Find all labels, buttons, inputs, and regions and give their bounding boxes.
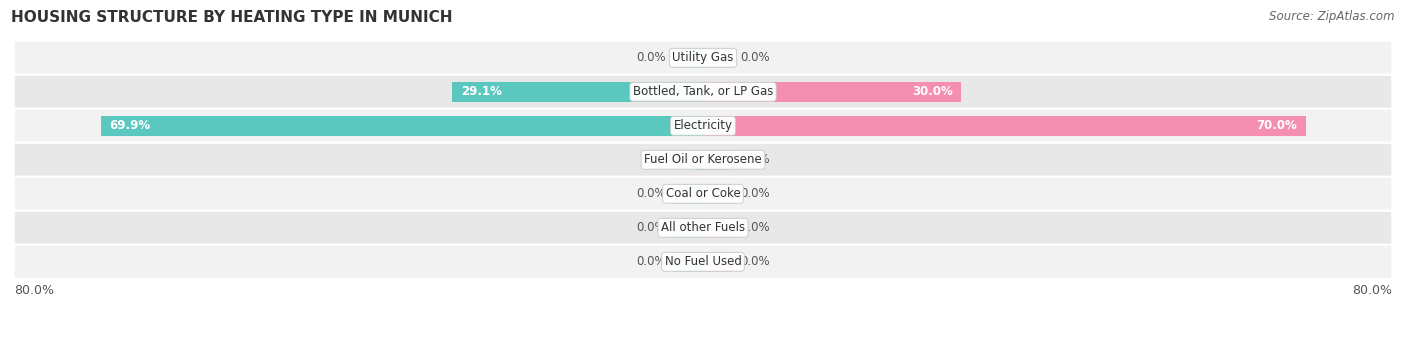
FancyBboxPatch shape [14,211,1392,245]
Text: 0.0%: 0.0% [637,51,666,64]
Bar [703,150,733,170]
Text: Fuel Oil or Kerosene: Fuel Oil or Kerosene [644,153,762,166]
Text: 0.0%: 0.0% [740,187,769,200]
Text: Utility Gas: Utility Gas [672,51,734,64]
Text: All other Fuels: All other Fuels [661,221,745,234]
FancyBboxPatch shape [14,109,1392,143]
Text: 0.0%: 0.0% [637,187,666,200]
FancyBboxPatch shape [14,143,1392,177]
Bar [673,252,703,272]
Bar [703,116,1306,136]
Bar [703,252,733,272]
Text: 80.0%: 80.0% [1353,284,1392,297]
Text: 0.0%: 0.0% [740,255,769,268]
Text: 29.1%: 29.1% [461,85,502,98]
FancyBboxPatch shape [14,245,1392,279]
Legend: Owner-occupied, Renter-occupied: Owner-occupied, Renter-occupied [560,339,846,340]
Text: 0.0%: 0.0% [637,255,666,268]
Bar [101,116,703,136]
Text: 80.0%: 80.0% [14,284,53,297]
Text: 0.0%: 0.0% [740,51,769,64]
Text: Bottled, Tank, or LP Gas: Bottled, Tank, or LP Gas [633,85,773,98]
Text: 0.0%: 0.0% [740,221,769,234]
FancyBboxPatch shape [14,75,1392,109]
Bar [703,48,733,68]
Text: Coal or Coke: Coal or Coke [665,187,741,200]
Bar [695,150,703,170]
Bar [453,82,703,102]
Text: Source: ZipAtlas.com: Source: ZipAtlas.com [1270,10,1395,23]
Bar [673,184,703,204]
Bar [703,218,733,238]
Text: Electricity: Electricity [673,119,733,132]
Text: 0.0%: 0.0% [740,153,769,166]
Text: HOUSING STRUCTURE BY HEATING TYPE IN MUNICH: HOUSING STRUCTURE BY HEATING TYPE IN MUN… [11,10,453,25]
Text: 0.0%: 0.0% [637,221,666,234]
FancyBboxPatch shape [14,177,1392,211]
Text: 30.0%: 30.0% [912,85,953,98]
Text: 0.97%: 0.97% [651,153,688,166]
Text: 70.0%: 70.0% [1257,119,1298,132]
Bar [703,184,733,204]
Text: 69.9%: 69.9% [110,119,150,132]
Bar [703,82,962,102]
Bar [673,48,703,68]
Text: No Fuel Used: No Fuel Used [665,255,741,268]
Bar [673,218,703,238]
FancyBboxPatch shape [14,41,1392,75]
